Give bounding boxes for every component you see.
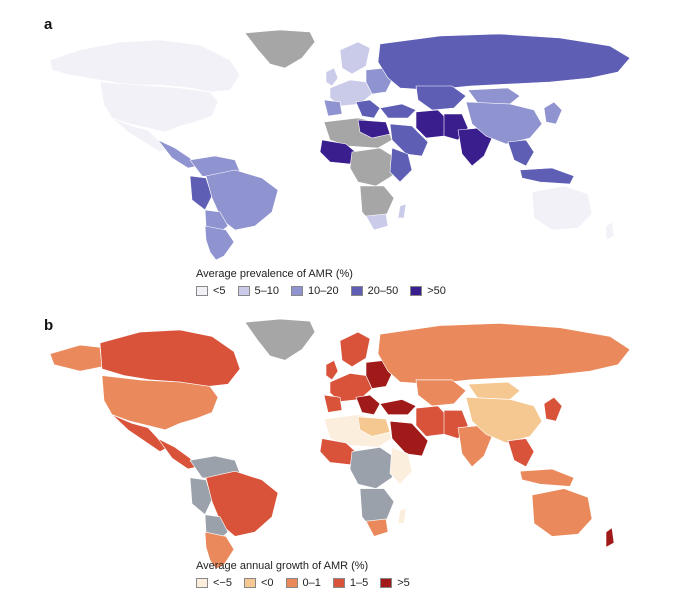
map-b bbox=[49, 319, 631, 569]
turkey-b bbox=[379, 399, 417, 415]
australia-b bbox=[531, 488, 593, 537]
libya-egypt-a bbox=[357, 119, 391, 139]
legend-b: Average annual growth of AMR (%) <−5 <0 … bbox=[196, 560, 496, 589]
legend-b-item: >5 bbox=[380, 577, 410, 589]
legend-b-item: <−5 bbox=[196, 577, 232, 589]
central-america-b bbox=[157, 438, 199, 470]
legend-a-swatch bbox=[291, 286, 304, 296]
south-africa-b bbox=[365, 518, 389, 537]
greenland-a bbox=[244, 30, 316, 69]
russia-a bbox=[377, 33, 631, 91]
australia-a bbox=[531, 185, 593, 231]
russia-b bbox=[377, 323, 631, 385]
legend-a-swatch bbox=[410, 286, 423, 296]
brazil-a bbox=[205, 169, 279, 231]
libya-egypt-b bbox=[357, 416, 391, 437]
legend-a-label: 5–10 bbox=[254, 285, 280, 297]
greenland-b bbox=[244, 319, 316, 361]
legend-b-item: 1–5 bbox=[332, 577, 369, 589]
legend-b-label: <−5 bbox=[213, 577, 232, 589]
legend-b-item: 0–1 bbox=[285, 577, 321, 589]
kazakhstan-b bbox=[415, 379, 467, 407]
uk-b bbox=[325, 359, 339, 381]
west-africa-b bbox=[319, 438, 359, 465]
turkey-a bbox=[379, 103, 417, 119]
legend-b-label: <0 bbox=[260, 577, 274, 589]
legend-a-label: 10–20 bbox=[308, 285, 339, 297]
legend-b-swatch bbox=[285, 578, 298, 588]
iberia-b bbox=[323, 394, 343, 413]
legend-a-swatch bbox=[237, 286, 250, 296]
western-europe-b bbox=[329, 373, 373, 402]
central-america-a bbox=[157, 139, 199, 169]
east-africa-a bbox=[389, 147, 413, 183]
argentina-chile-b bbox=[204, 531, 235, 569]
south-africa-a bbox=[365, 213, 389, 231]
west-africa-a bbox=[319, 139, 359, 165]
panel-a: a bbox=[44, 16, 631, 297]
legend-b-swatch bbox=[196, 578, 208, 588]
central-africa-a bbox=[349, 147, 397, 187]
kazakhstan-a bbox=[415, 85, 467, 111]
map-a bbox=[49, 30, 631, 260]
korea-japan-a bbox=[543, 101, 563, 125]
legend-b-swatch bbox=[380, 578, 393, 588]
panel-b: b bbox=[0, 305, 691, 600]
legend-b-label: 0–1 bbox=[302, 577, 321, 589]
legend-a-title: Average prevalence of AMR (%) bbox=[196, 268, 353, 280]
western-europe-a bbox=[329, 79, 373, 107]
madagascar-b bbox=[397, 507, 407, 524]
brazil-b bbox=[205, 470, 279, 537]
legend-b-label: 1–5 bbox=[349, 577, 369, 589]
scandinavia-a bbox=[339, 41, 371, 75]
legend-b-item: <0 bbox=[243, 577, 274, 589]
legend-a-item: 10–20 bbox=[291, 285, 339, 297]
legend-a-swatch bbox=[350, 286, 363, 296]
peru-b bbox=[189, 477, 213, 516]
east-africa-b bbox=[389, 446, 413, 485]
legend-a-label: >50 bbox=[427, 285, 446, 297]
china-a bbox=[465, 101, 543, 145]
legend-a-item: >50 bbox=[410, 285, 446, 297]
korea-japan-b bbox=[543, 396, 563, 422]
scandinavia-b bbox=[339, 331, 371, 368]
legend-a: Average prevalence of AMR (%) <5 5–10 10… bbox=[196, 268, 496, 297]
legend-a-swatch bbox=[196, 286, 208, 296]
southeast-asia-b bbox=[507, 438, 535, 468]
legend-a-label: <5 bbox=[213, 285, 226, 297]
north-america-canada-a bbox=[49, 39, 241, 93]
panel-b-letter: b bbox=[44, 317, 54, 334]
southeast-asia-a bbox=[507, 139, 535, 167]
iberia-a bbox=[323, 99, 343, 117]
legend-b-swatch bbox=[332, 578, 345, 588]
legend-b-swatch bbox=[243, 578, 256, 588]
central-africa-b bbox=[349, 446, 397, 489]
legend-b-title: Average annual growth of AMR (%) bbox=[196, 560, 369, 572]
canada-b bbox=[99, 329, 241, 387]
legend-b-label: >5 bbox=[397, 577, 410, 589]
new-zealand-b bbox=[605, 527, 615, 548]
new-zealand-a bbox=[605, 221, 615, 241]
indonesia-a bbox=[519, 167, 575, 185]
indonesia-b bbox=[519, 468, 575, 487]
legend-b-items: <−5 <0 0–1 1–5 >5 bbox=[196, 577, 496, 589]
legend-a-label: 20–50 bbox=[367, 285, 399, 297]
legend-a-item: 5–10 bbox=[237, 285, 280, 297]
peru-a bbox=[189, 175, 213, 211]
madagascar-a bbox=[397, 203, 407, 219]
panel-a-letter: a bbox=[44, 16, 53, 33]
uk-a bbox=[325, 67, 339, 87]
legend-a-item: 20–50 bbox=[350, 285, 399, 297]
italy-greece-b bbox=[355, 394, 381, 416]
italy-greece-a bbox=[355, 99, 381, 119]
legend-a-items: <5 5–10 10–20 20–50 >50 bbox=[196, 285, 496, 297]
china-b bbox=[465, 396, 543, 444]
legend-a-item: <5 bbox=[196, 285, 226, 297]
alaska-b bbox=[49, 344, 103, 372]
argentina-chile-a bbox=[204, 225, 235, 260]
